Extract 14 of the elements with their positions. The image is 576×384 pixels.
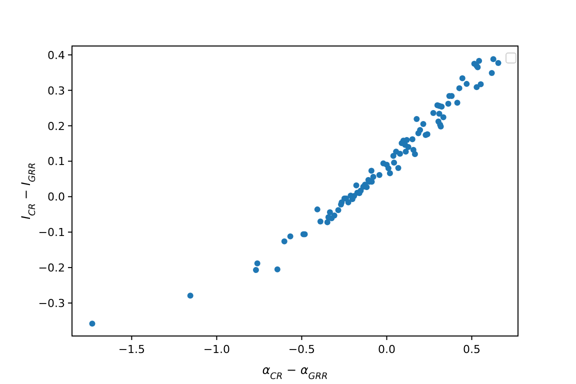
x-tick-label: −1.0	[203, 343, 230, 356]
y-tick-label: −0.3	[38, 297, 65, 310]
y-tick-label: 0.1	[48, 155, 65, 168]
x-tick-label: 0.5	[463, 343, 480, 356]
x-tick-label: −0.5	[288, 343, 316, 356]
x-axis-title: α$_{CR}$ − α$_{GRR}$	[262, 363, 328, 382]
y-tick-label: −0.2	[38, 262, 65, 275]
x-tick-label: 0.0	[378, 343, 396, 356]
y-tick-label: −0.1	[38, 226, 65, 240]
x-tick-label: −1.5	[118, 343, 146, 356]
y-tick-label: 0.2	[48, 120, 65, 133]
y-tick-label: 0.4	[48, 48, 65, 62]
y-tick-label: 0.3	[48, 84, 65, 98]
y-tick-label: 0.0	[48, 190, 65, 204]
